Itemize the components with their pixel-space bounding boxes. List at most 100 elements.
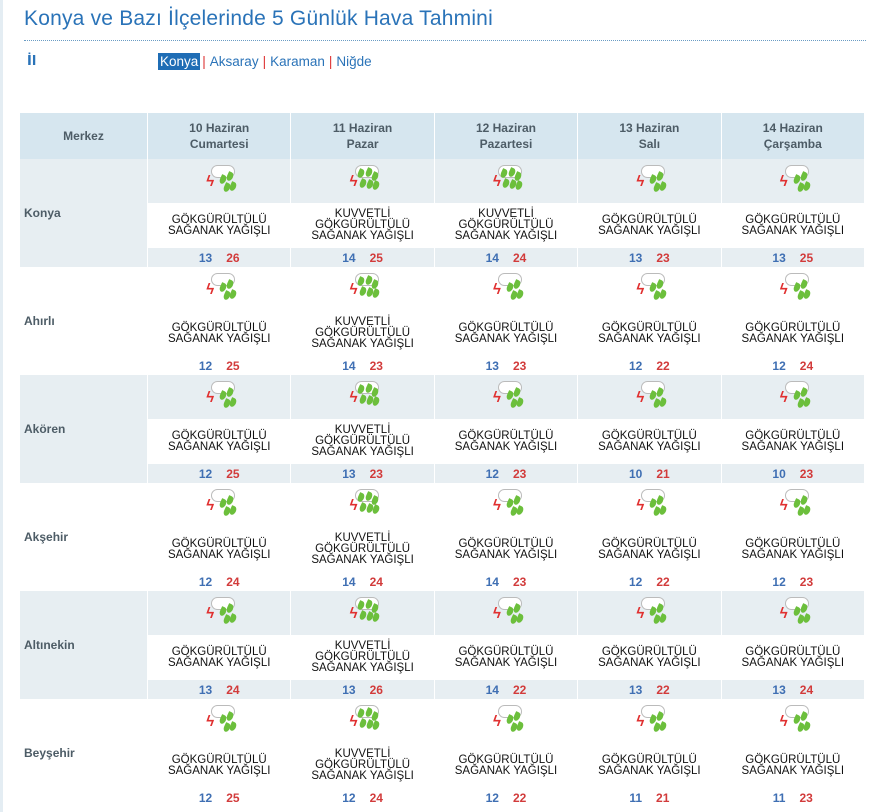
- min-temp: 13: [772, 250, 786, 265]
- weather-description: GÖKGÜRÜLTÜLÜ SAĞANAK YAĞIŞLI: [577, 203, 722, 248]
- temperature-cell: 13 26: [290, 680, 435, 699]
- description-line: SAĞANAK YAĞIŞLI: [167, 332, 271, 345]
- description-line: GÖKGÜRÜLTÜLÜ: [315, 651, 411, 663]
- weather-description: GÖKGÜRÜLTÜLÜ SAĞANAK YAĞIŞLI: [434, 635, 579, 680]
- description-line: GÖKGÜRÜLTÜLÜ: [601, 645, 697, 658]
- city-name: Akören: [20, 375, 148, 483]
- weather-icon-cell: ϟ: [577, 591, 722, 635]
- weather-icon-cell: ϟ: [577, 375, 722, 419]
- temperature-row: 13 24 13 26 14 22 13 22 13 24: [20, 680, 866, 699]
- max-temp: 21: [656, 466, 670, 481]
- description-line: GÖKGÜRÜLTÜLÜ: [601, 321, 697, 334]
- temperature-row: 12 24 14 24 14 23 12 22 12 23: [20, 572, 866, 591]
- description-line: SAĞANAK YAĞIŞLI: [167, 224, 271, 237]
- description-row: GÖKGÜRÜLTÜLÜ SAĞANAK YAĞIŞLI KUVVETLİ GÖKGÜ…: [20, 419, 866, 464]
- description-line: GÖKGÜRÜLTÜLÜ: [458, 219, 554, 231]
- weather-icon-cell: ϟ: [434, 159, 579, 203]
- temperature-cell: 13 24: [721, 680, 866, 699]
- weather-description: GÖKGÜRÜLTÜLÜ SAĞANAK YAĞIŞLI: [721, 743, 866, 788]
- description-line: SAĞANAK YAĞIŞLI: [311, 662, 414, 674]
- province-link-0[interactable]: Konya: [158, 53, 201, 70]
- province-link-2[interactable]: Karaman: [270, 54, 325, 69]
- header-day: 12 Haziran Pazartesi: [434, 113, 579, 159]
- weather-description: KUVVETLİ GÖKGÜRÜLTÜLÜ SAĞANAK YAĞIŞLI: [290, 419, 435, 464]
- province-link-1[interactable]: Aksaray: [209, 54, 259, 69]
- max-temp: 21: [656, 790, 670, 805]
- description-line: SAĞANAK YAĞIŞLI: [598, 548, 701, 561]
- description-line: GÖKGÜRÜLTÜLÜ: [601, 753, 697, 766]
- max-temp: 22: [656, 682, 670, 697]
- description-line: SAĞANAK YAĞIŞLI: [454, 548, 558, 561]
- day-date: 11 Haziran: [332, 121, 393, 135]
- forecast-table: Merkez 10 Haziran Cumartesi 11 Haziran Pazar…: [20, 113, 866, 807]
- description-row: GÖKGÜRÜLTÜLÜ SAĞANAK YAĞIŞLI KUVVETLİ GÖKGÜ…: [20, 311, 866, 356]
- description-line: SAĞANAK YAĞIŞLI: [598, 656, 701, 669]
- max-temp: 22: [656, 574, 670, 589]
- temperature-cell: 12 25: [147, 464, 292, 483]
- thunderstorm-rain-icon: ϟ: [632, 271, 668, 303]
- temperature-cell: 12 22: [577, 572, 722, 591]
- page-title: Konya ve Bazı İlçelerinde 5 Günlük Hava …: [24, 7, 493, 30]
- thunderstorm-rain-icon: ϟ: [202, 163, 238, 195]
- description-line: GÖKGÜRÜLTÜLÜ: [315, 219, 411, 231]
- min-temp: 12: [772, 574, 786, 589]
- max-temp: 24: [226, 574, 240, 589]
- thunderstorm-rain-icon: ϟ: [202, 487, 238, 519]
- min-temp: 12: [629, 358, 643, 373]
- thunderstorm-rain-icon: ϟ: [776, 163, 812, 195]
- temperature-cell: 13 26: [147, 248, 292, 267]
- max-temp: 25: [369, 250, 383, 265]
- min-temp: 12: [198, 574, 213, 589]
- description-line: SAĞANAK YAĞIŞLI: [311, 338, 414, 350]
- description-line: GÖKGÜRÜLTÜLÜ: [171, 321, 267, 334]
- separator: |: [202, 54, 206, 69]
- min-temp: 14: [485, 574, 499, 589]
- weather-icon-cell: ϟ: [721, 159, 866, 203]
- header-day: 14 Haziran Çarşamba: [721, 113, 866, 159]
- temperature-cell: 12 24: [290, 788, 435, 807]
- weather-icon-cell: ϟ: [147, 267, 292, 311]
- min-temp: 12: [198, 358, 213, 373]
- city-name: Altınekin: [20, 591, 148, 699]
- description-line: SAĞANAK YAĞIŞLI: [741, 656, 845, 669]
- description-line: GÖKGÜRÜLTÜLÜ: [171, 645, 267, 658]
- description-line: GÖKGÜRÜLTÜLÜ: [171, 213, 267, 226]
- description-line: SAĞANAK YAĞIŞLI: [167, 764, 271, 777]
- weather-description: GÖKGÜRÜLTÜLÜ SAĞANAK YAĞIŞLI: [721, 527, 866, 572]
- separator: |: [262, 54, 267, 69]
- weather-description: GÖKGÜRÜLTÜLÜ SAĞANAK YAĞIŞLI: [721, 311, 866, 356]
- weather-icon-cell: ϟ: [434, 591, 579, 635]
- max-temp: 24: [799, 358, 814, 373]
- description-line: SAĞANAK YAĞIŞLI: [598, 224, 701, 237]
- icon-row: Akören ϟ ϟ ϟ ϟ ϟ: [20, 375, 866, 483]
- description-line: SAĞANAK YAĞIŞLI: [741, 224, 845, 237]
- description-line: GÖKGÜRÜLTÜLÜ: [745, 645, 841, 658]
- temperature-cell: 10 21: [577, 464, 722, 483]
- temperature-cell: 10 23: [721, 464, 866, 483]
- description-line: GÖKGÜRÜLTÜLÜ: [315, 759, 411, 771]
- description-line: GÖKGÜRÜLTÜLÜ: [171, 753, 267, 766]
- weather-icon-cell: ϟ: [434, 375, 579, 419]
- weather-description: GÖKGÜRÜLTÜLÜ SAĞANAK YAĞIŞLI: [147, 311, 292, 356]
- province-link-3[interactable]: Niğde: [336, 54, 372, 69]
- min-temp: 14: [342, 574, 356, 589]
- separator: |: [328, 54, 333, 69]
- thunderstorm-rain-icon: ϟ: [489, 271, 525, 303]
- max-temp: 23: [369, 466, 383, 481]
- description-line: GÖKGÜRÜLTÜLÜ: [315, 543, 411, 555]
- description-line: SAĞANAK YAĞIŞLI: [454, 440, 558, 453]
- min-temp: 13: [629, 250, 643, 265]
- weather-description: GÖKGÜRÜLTÜLÜ SAĞANAK YAĞIŞLI: [147, 743, 292, 788]
- temperature-cell: 13 25: [721, 248, 866, 267]
- max-temp: 23: [799, 790, 813, 805]
- city-name: Akşehir: [20, 483, 148, 591]
- min-temp: 13: [629, 682, 643, 697]
- thunderstorm-rain-icon: ϟ: [489, 487, 525, 519]
- province-nav: Konya | Aksaray | Karaman | Niğde: [158, 53, 374, 70]
- max-temp: 24: [369, 574, 383, 589]
- min-temp: 14: [342, 250, 356, 265]
- min-temp: 13: [772, 682, 786, 697]
- description-line: GÖKGÜRÜLTÜLÜ: [315, 327, 411, 339]
- description-line: GÖKGÜRÜLTÜLÜ: [458, 537, 554, 550]
- heavy-thunderstorm-rain-icon: ϟ: [346, 703, 381, 735]
